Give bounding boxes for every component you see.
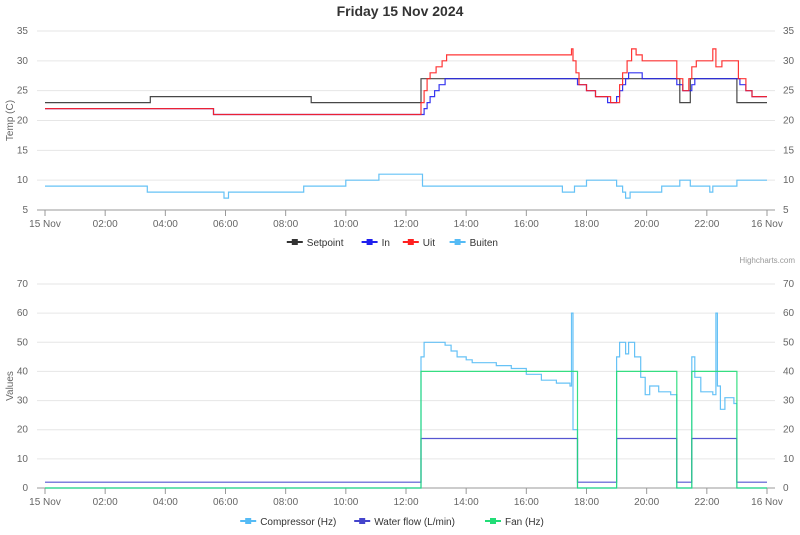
credits-link[interactable]: Highcharts.com: [739, 256, 795, 265]
y-tick-label: 35: [17, 26, 29, 37]
y-tick-label-right: 15: [783, 145, 795, 156]
legend-label: In: [382, 238, 390, 249]
y-tick-label: 10: [17, 454, 29, 465]
x-tick-label: 10:00: [333, 219, 358, 230]
y-tick-label: 0: [22, 483, 28, 494]
x-tick-label: 14:00: [454, 497, 479, 508]
x-tick-label: 14:00: [454, 219, 479, 230]
y-tick-label: 40: [17, 366, 29, 377]
y-tick-label-right: 20: [783, 425, 795, 436]
legend-marker-icon: [490, 518, 496, 524]
y-tick-label-right: 10: [783, 175, 795, 186]
legend-marker-icon: [454, 239, 461, 245]
x-tick-label: 02:00: [93, 219, 118, 230]
y-tick-label-right: 30: [783, 396, 795, 407]
y-axis-title: Temp (C): [5, 100, 16, 141]
legend-item[interactable]: Setpoint: [286, 238, 344, 249]
y-tick-label-right: 70: [783, 279, 795, 290]
y-tick-label: 25: [17, 86, 29, 97]
chart-2: 0 0 10 10 20 20 30 30 40 40 50 50 60 60 70 70 15 Nov 02:0…: [5, 279, 795, 528]
series-line-fan-hz-: [45, 370, 767, 489]
y-tick-label: 70: [17, 279, 29, 290]
series-line-buiten: [45, 173, 767, 199]
y-tick-label-right: 35: [783, 26, 795, 37]
x-tick-label: 20:00: [634, 219, 659, 230]
x-tick-label: 16:00: [514, 497, 539, 508]
x-tick-label: 08:00: [273, 219, 298, 230]
series-line-uit: [45, 48, 767, 116]
x-tick-label: 02:00: [93, 497, 118, 508]
x-tick-label: 04:00: [153, 497, 178, 508]
y-tick-label: 10: [17, 175, 29, 186]
chart-title: Friday 15 Nov 2024: [337, 3, 464, 19]
y-tick-label: 5: [22, 205, 28, 216]
x-tick-label: 16 Nov: [751, 497, 783, 508]
legend-label: Water flow (L/min): [374, 517, 455, 528]
legend-item[interactable]: Compressor (Hz): [240, 517, 336, 528]
x-tick-label: 06:00: [213, 497, 238, 508]
legend-label: Setpoint: [307, 238, 344, 249]
y-tick-label-right: 10: [783, 454, 795, 465]
y-tick-label-right: 5: [783, 205, 789, 216]
legend-marker-icon: [359, 518, 366, 524]
legend-item[interactable]: Uit: [402, 238, 435, 249]
chart-1: 5 5 10 10 15 15 20 20 25 25 30 30 35 35 15 Nov 02:00 04:…: [5, 26, 795, 249]
y-tick-label-right: 25: [783, 86, 795, 97]
legend-label: Compressor (Hz): [260, 517, 336, 528]
y-tick-label-right: 40: [783, 366, 795, 377]
x-tick-label: 18:00: [574, 219, 599, 230]
x-tick-label: 12:00: [393, 497, 418, 508]
x-tick-label: 22:00: [694, 497, 719, 508]
legend-marker-icon: [291, 239, 298, 245]
y-tick-label-right: 60: [783, 308, 795, 319]
y-tick-label-right: 30: [783, 56, 795, 67]
legend-label: Uit: [423, 238, 435, 249]
x-tick-label: 06:00: [213, 219, 238, 230]
x-tick-label: 18:00: [574, 497, 599, 508]
x-tick-label: 04:00: [153, 219, 178, 230]
legend-item[interactable]: In: [361, 238, 390, 249]
y-tick-label-right: 20: [783, 116, 795, 127]
y-tick-label: 15: [17, 145, 29, 156]
x-tick-label: 16 Nov: [751, 219, 783, 230]
y-tick-label: 30: [17, 56, 29, 67]
legend-item[interactable]: Fan (Hz): [485, 517, 544, 528]
x-tick-label: 12:00: [393, 219, 418, 230]
x-tick-label: 20:00: [634, 497, 659, 508]
legend-item[interactable]: Buiten: [449, 238, 498, 249]
y-tick-label-right: 0: [783, 483, 789, 494]
y-tick-label: 50: [17, 337, 29, 348]
legend-item[interactable]: Water flow (L/min): [354, 517, 455, 528]
legend-marker-icon: [407, 239, 414, 245]
series-line-in: [45, 72, 767, 116]
x-tick-label: 22:00: [694, 219, 719, 230]
series-line-water-flow-l-min-: [45, 437, 767, 483]
y-tick-label: 30: [17, 396, 29, 407]
y-tick-label: 60: [17, 308, 29, 319]
y-tick-label: 20: [17, 425, 29, 436]
y-tick-label: 20: [17, 116, 29, 127]
x-tick-label: 15 Nov: [29, 219, 61, 230]
legend-label: Fan (Hz): [505, 517, 544, 528]
series-line-compressor-hz-: [45, 312, 767, 489]
legend-marker-icon: [366, 239, 373, 245]
x-tick-label: 15 Nov: [29, 497, 61, 508]
legend-marker-icon: [245, 518, 252, 524]
y-tick-label-right: 50: [783, 337, 795, 348]
y-axis-title: Values: [5, 371, 16, 401]
legend-label: Buiten: [470, 238, 498, 249]
x-tick-label: 10:00: [333, 497, 358, 508]
x-tick-label: 16:00: [514, 219, 539, 230]
x-tick-label: 08:00: [273, 497, 298, 508]
